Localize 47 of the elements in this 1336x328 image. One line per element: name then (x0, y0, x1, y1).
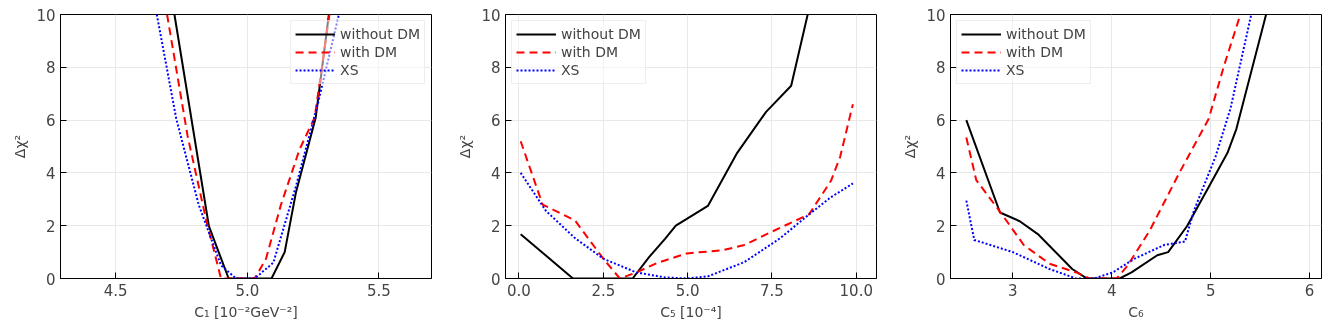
x-tick-label: 4 (1106, 281, 1117, 300)
x-tick-label: 5.5 (366, 281, 391, 300)
legend-label: without DM (340, 25, 420, 43)
y-tick-label: 8 (935, 59, 946, 78)
x-tick-label: 7.5 (760, 281, 784, 300)
y-tick-label: 0 (490, 270, 501, 289)
x-tick-label: 6 (1304, 281, 1315, 300)
x-tick-label: 5 (1205, 281, 1216, 300)
y-tick-label: 4 (935, 164, 946, 183)
y-axis-title: Δχ² (457, 134, 474, 159)
y-tick-label: 0 (45, 270, 56, 289)
legend-label: with DM (561, 43, 619, 61)
x-tick-label: 0.0 (507, 281, 531, 300)
y-tick-label: 0 (935, 270, 946, 289)
y-tick-label: 10 (481, 6, 501, 25)
legend-label: with DM (1006, 43, 1064, 61)
x-tick-label: 5.0 (675, 281, 700, 300)
x-tick-label: 2.5 (591, 281, 616, 300)
y-tick-label: 2 (935, 217, 946, 236)
legend-label: with DM (340, 43, 398, 61)
legend-label: XS (340, 61, 360, 79)
x-axis-title: C₁ [10⁻²GeV⁻²] (194, 303, 298, 320)
y-tick-label: 8 (45, 59, 56, 78)
y-axis-title: Δχ² (12, 134, 29, 159)
legend-label: without DM (1006, 25, 1086, 43)
y-tick-label: 2 (45, 217, 56, 236)
x-axis-title: C₅ [10⁻⁴] (660, 303, 722, 320)
x-tick-label: 4.5 (103, 281, 128, 300)
x-tick-label: 3 (1008, 281, 1018, 300)
y-tick-label: 4 (490, 164, 501, 183)
y-tick-label: 6 (490, 112, 501, 131)
y-axis-title: Δχ² (902, 134, 919, 159)
x-tick-label: 10.0 (839, 281, 873, 300)
x-axis-title: C₆ (1128, 303, 1145, 320)
line-series (519, 171, 854, 279)
legend-label: XS (1006, 61, 1026, 79)
y-tick-label: 8 (490, 59, 501, 78)
line-series (519, 103, 854, 279)
y-tick-label: 4 (45, 164, 56, 183)
y-tick-label: 6 (935, 112, 946, 131)
y-tick-label: 10 (36, 6, 56, 25)
legend-label: without DM (561, 25, 641, 43)
legend-label: XS (561, 61, 581, 79)
y-tick-label: 6 (45, 112, 56, 131)
y-tick-label: 10 (926, 6, 946, 25)
y-tick-label: 2 (490, 217, 501, 236)
x-tick-label: 5.0 (235, 281, 260, 300)
